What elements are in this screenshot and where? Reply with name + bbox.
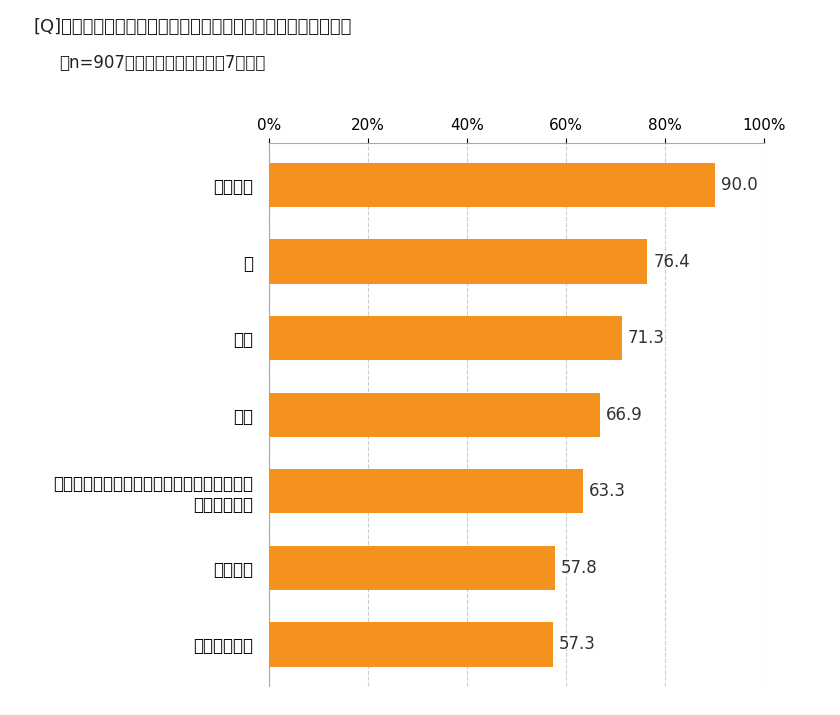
Text: 66.9: 66.9 xyxy=(606,405,643,424)
Text: 90.0: 90.0 xyxy=(721,176,758,194)
Bar xyxy=(269,163,715,207)
Bar xyxy=(269,469,582,513)
Bar xyxy=(269,393,601,437)
Bar xyxy=(269,240,648,284)
Bar xyxy=(269,316,622,360)
Text: （n=907・複数回答のうち上位7項目）: （n=907・複数回答のうち上位7項目） xyxy=(59,54,265,72)
Text: 57.3: 57.3 xyxy=(559,636,596,654)
Text: [Q]ふだん、ご自宅で使う頻度が高い調味料をお選びください。: [Q]ふだん、ご自宅で使う頻度が高い調味料をお選びください。 xyxy=(34,18,352,36)
Text: 57.8: 57.8 xyxy=(561,558,598,577)
Bar xyxy=(269,622,553,666)
Bar xyxy=(269,546,555,590)
Text: 63.3: 63.3 xyxy=(589,482,626,500)
Text: 71.3: 71.3 xyxy=(628,329,665,347)
Text: 76.4: 76.4 xyxy=(654,252,690,271)
